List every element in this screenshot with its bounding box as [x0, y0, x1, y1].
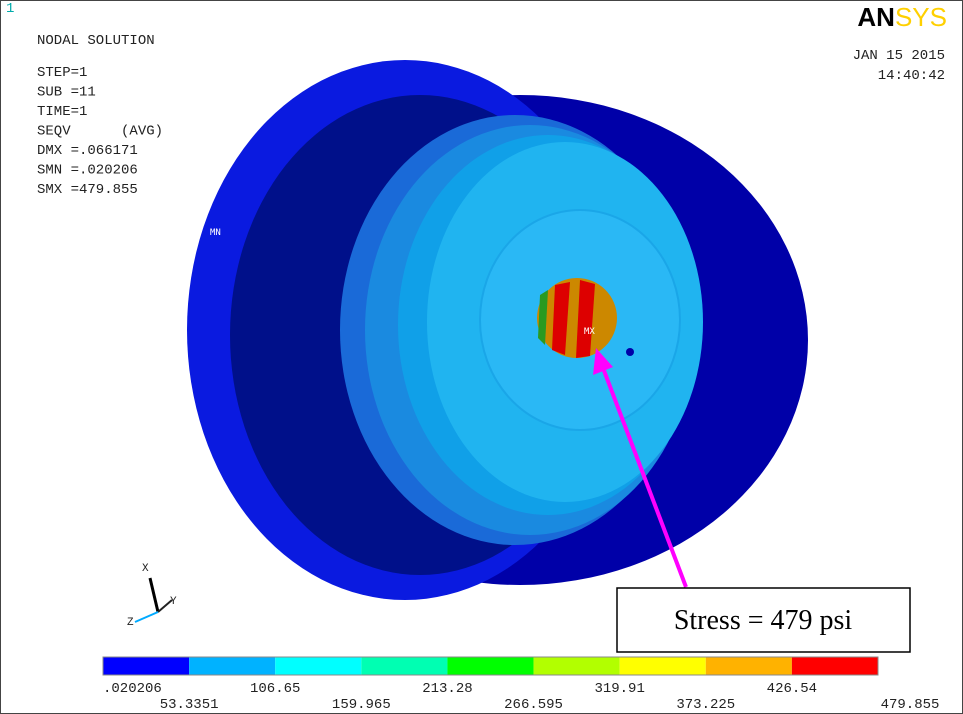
legend-swatch	[447, 657, 533, 675]
triad-y: Y	[170, 596, 177, 608]
annotation: Stress = 479 psi	[674, 605, 853, 636]
legend-swatch	[361, 657, 447, 675]
ansys-window: 1 NODAL SOLUTION STEP=1 SUB =11 TIME=1 SEQV …	[0, 0, 963, 714]
header-line: DMX =.066171	[37, 143, 138, 159]
date: JAN 15 2015	[853, 48, 945, 64]
legend-label: .020206	[103, 681, 162, 697]
header-line: STEP=1	[37, 65, 87, 81]
legend-swatch	[706, 657, 792, 675]
legend-swatch	[275, 657, 361, 675]
legend-swatch	[103, 657, 189, 675]
max-label: MX	[584, 327, 595, 337]
legend-label: 213.28	[422, 681, 472, 697]
legend-label: 106.65	[250, 681, 300, 697]
legend-swatch	[620, 657, 706, 675]
header-line: TIME=1	[37, 104, 87, 120]
header-line: SUB =11	[37, 85, 96, 101]
triad-z: Z	[127, 617, 134, 629]
legend-label: 479.855	[881, 697, 940, 713]
header-line: SMN =.020206	[37, 163, 138, 179]
spot	[626, 348, 634, 356]
triad-x: X	[142, 563, 149, 575]
legend-label: 319.91	[594, 681, 644, 697]
logo: ANSYS	[857, 2, 947, 32]
header-line: NODAL SOLUTION	[37, 33, 155, 49]
legend-label: 266.595	[504, 697, 563, 713]
legend-label: 426.54	[767, 681, 817, 697]
legend-swatch	[534, 657, 620, 675]
legend-label: 53.3351	[160, 697, 219, 713]
legend-swatch	[189, 657, 275, 675]
legend-label: 373.225	[676, 697, 735, 713]
logo-an: AN	[857, 2, 895, 32]
legend-label: 159.965	[332, 697, 391, 713]
legend-swatch	[792, 657, 878, 675]
header-line: SEQV (AVG)	[37, 124, 163, 140]
header-line: SMX =479.855	[37, 182, 138, 198]
logo-sys: SYS	[895, 2, 947, 32]
min-label: MN	[210, 228, 221, 238]
time: 14:40:42	[878, 68, 945, 84]
window-number: 1	[6, 1, 14, 17]
